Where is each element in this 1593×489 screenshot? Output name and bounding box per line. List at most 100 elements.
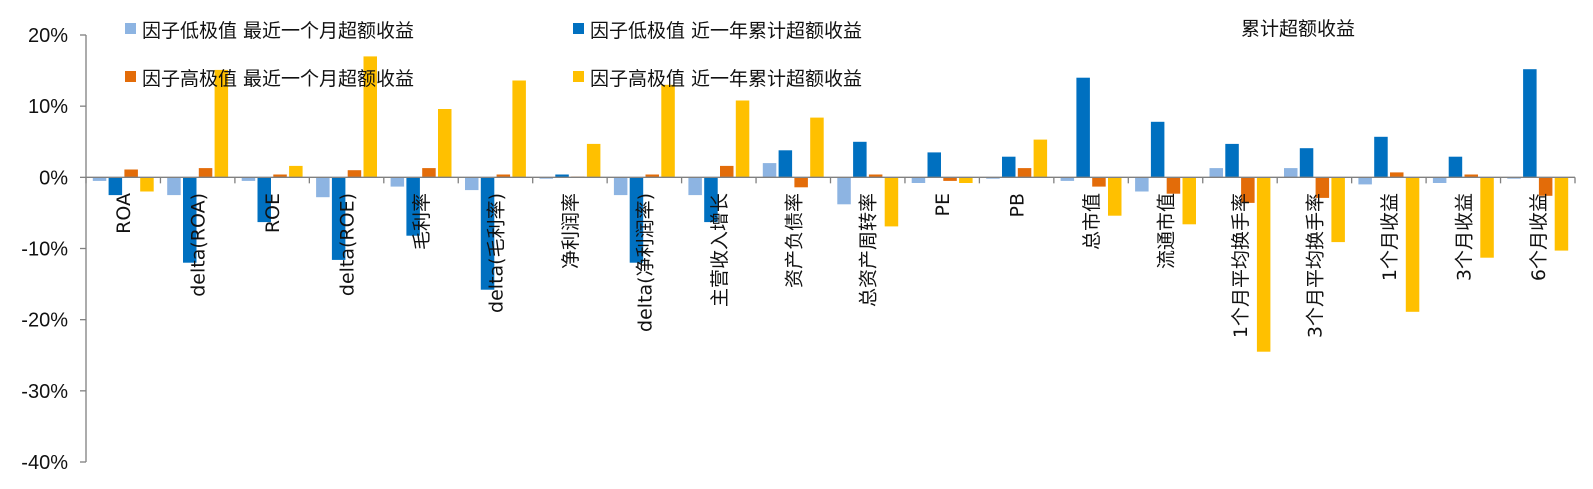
bar-4-ROE xyxy=(289,165,303,178)
legend-swatch xyxy=(573,23,584,34)
bar-1-delta(毛利率) xyxy=(465,177,479,191)
bar-4-1个月平均换手率 xyxy=(1256,177,1271,352)
bar-3-ROA xyxy=(124,169,138,178)
bar-4-流通市值 xyxy=(1182,177,1196,225)
bar-2-3个月平均换手率 xyxy=(1299,148,1314,178)
y-tick-label: -20% xyxy=(21,310,68,332)
bar-4-净利润率 xyxy=(586,143,601,178)
category-label: 1个月平均换手率 xyxy=(1230,193,1252,338)
bar-2-主营收入增长 xyxy=(704,177,718,223)
bar-4-3个月收益 xyxy=(1480,177,1494,258)
y-axis: -40% -30% -20% -10% 0% 10% 20% xyxy=(21,25,87,474)
bar-1-毛利率 xyxy=(390,177,405,187)
bar-4-资产负债率 xyxy=(810,117,824,178)
bar-2-1个月平均换手率 xyxy=(1225,143,1239,178)
bar-3-流通市值 xyxy=(1166,177,1181,194)
legend-label: 因子高极值 最近一个月超额收益 xyxy=(142,68,414,90)
bar-1-PE xyxy=(911,177,926,183)
bar-1-流通市值 xyxy=(1135,177,1149,192)
category-label: 净利润率 xyxy=(560,193,582,269)
y-tick-label: -10% xyxy=(21,239,68,261)
bar-3-资产负债率 xyxy=(794,177,808,188)
category-label: delta(ROE) xyxy=(337,193,359,296)
bar-4-主营收入增长 xyxy=(735,100,750,178)
bar-4-ROA xyxy=(140,177,154,192)
category-label: 1个月收益 xyxy=(1379,193,1401,281)
x-axis xyxy=(85,176,1576,184)
category-label: 总资产周转率 xyxy=(858,193,880,307)
legend-label: 因子高极值 近一年累计超额收益 xyxy=(590,68,862,90)
bar-2-净利润率 xyxy=(555,174,569,178)
category-label: 总市值 xyxy=(1081,193,1103,250)
bar-3-delta(ROE) xyxy=(347,170,362,178)
y-tick-label: -30% xyxy=(21,381,68,403)
category-label: delta(毛利率) xyxy=(486,193,508,313)
legend-label: 因子低极值 近一年累计超额收益 xyxy=(590,20,862,42)
bar-4-delta(ROE) xyxy=(363,56,377,178)
bar-1-ROE xyxy=(241,177,256,181)
bar-3-delta(净利润率) xyxy=(645,174,659,178)
legend-swatch xyxy=(125,71,136,82)
category-label: 3个月平均换手率 xyxy=(1304,193,1326,338)
legend-label: 因子低极值 最近一个月超额收益 xyxy=(142,20,414,42)
bar-3-1个月平均换手率 xyxy=(1241,177,1255,203)
category-label: 流通市值 xyxy=(1156,193,1178,269)
bar-3-主营收入增长 xyxy=(720,165,734,178)
bar-1-总资产周转率 xyxy=(837,177,851,205)
bar-4-delta(净利润率) xyxy=(661,84,675,178)
bar-3-毛利率 xyxy=(422,168,436,178)
bar-2-6个月收益 xyxy=(1523,69,1537,178)
bar-2-资产负债率 xyxy=(778,150,793,178)
bar-1-delta(ROE) xyxy=(316,177,330,198)
bar-2-1个月收益 xyxy=(1374,136,1388,178)
bar-3-总资产周转率 xyxy=(868,174,883,178)
bar-4-delta(ROA) xyxy=(214,69,229,178)
category-label: 3个月收益 xyxy=(1453,193,1475,281)
y-tick-label: -40% xyxy=(21,452,68,474)
y-tick-label: 10% xyxy=(28,96,68,118)
category-label: PE xyxy=(932,193,954,216)
bar-4-毛利率 xyxy=(438,109,452,178)
bar-3-总市值 xyxy=(1092,177,1106,187)
bar-1-主营收入增长 xyxy=(688,177,702,196)
bar-3-delta(毛利率) xyxy=(496,174,511,178)
bar-4-1个月收益 xyxy=(1405,177,1420,312)
bar-2-总市值 xyxy=(1076,77,1090,178)
bar-2-PB xyxy=(1002,156,1016,178)
category-label: 6个月收益 xyxy=(1528,193,1550,281)
bars xyxy=(92,56,1569,352)
legend-swatch xyxy=(125,23,136,34)
bar-1-PB xyxy=(986,177,1000,179)
bar-2-PE xyxy=(927,152,941,178)
chart-title: 累计超额收益 xyxy=(1241,18,1355,40)
category-label: 毛利率 xyxy=(411,193,433,250)
bar-2-ROA xyxy=(108,177,123,196)
category-label: PB xyxy=(1007,193,1029,218)
bar-2-流通市值 xyxy=(1150,121,1165,178)
bar-2-delta(ROA) xyxy=(183,177,197,263)
bar-4-总资产周转率 xyxy=(884,177,899,227)
bar-1-1个月收益 xyxy=(1358,177,1372,185)
bar-2-ROE xyxy=(257,177,271,223)
bar-1-1个月平均换手率 xyxy=(1209,168,1223,178)
bar-3-3个月平均换手率 xyxy=(1315,177,1330,198)
category-labels: ROA delta(ROA) ROE delta(ROE) 毛利率 delta(毛利率) 净… xyxy=(113,193,1550,338)
bar-2-总资产周转率 xyxy=(853,141,867,178)
bar-1-净利润率 xyxy=(539,177,553,179)
bar-3-PE xyxy=(943,177,957,181)
bar-1-delta(净利润率) xyxy=(613,177,628,196)
category-label: ROA xyxy=(113,193,135,234)
bar-1-总市值 xyxy=(1060,177,1075,181)
bar-4-PE xyxy=(959,177,973,183)
bar-1-3个月平均换手率 xyxy=(1284,168,1298,178)
bar-3-1个月收益 xyxy=(1390,172,1404,178)
bar-1-资产负债率 xyxy=(762,163,777,178)
y-tick-label: 0% xyxy=(39,167,68,189)
bar-4-3个月平均换手率 xyxy=(1331,177,1345,243)
bar-2-3个月收益 xyxy=(1448,156,1463,178)
bar-2-delta(ROE) xyxy=(331,177,346,260)
category-label: ROE xyxy=(262,193,284,233)
bar-4-delta(毛利率) xyxy=(512,80,526,178)
